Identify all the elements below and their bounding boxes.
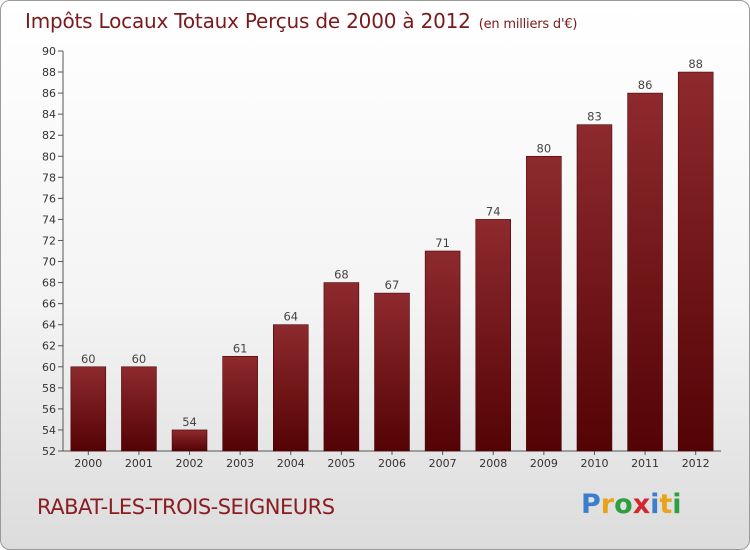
x-tick-label: 2002 xyxy=(176,457,204,470)
bar xyxy=(222,355,258,452)
data-label: 88 xyxy=(688,57,703,71)
x-tick-label: 2001 xyxy=(125,457,153,470)
chart-unit: (en milliers d'€) xyxy=(478,17,578,32)
bar xyxy=(424,250,461,452)
data-label: 60 xyxy=(81,352,96,366)
logo-letter: i xyxy=(672,489,682,520)
bar xyxy=(273,324,309,452)
logo-letter: t xyxy=(659,489,673,520)
y-tick-label: 68 xyxy=(42,277,56,290)
logo-letter: i xyxy=(650,489,660,520)
bar-layer xyxy=(70,71,714,452)
bar xyxy=(70,366,107,452)
data-label: 74 xyxy=(486,204,501,218)
bar xyxy=(171,429,208,452)
bar xyxy=(374,292,410,452)
logo-letter: r xyxy=(600,489,615,520)
logo-letter: x xyxy=(632,489,651,520)
y-tick-label: 52 xyxy=(42,445,56,458)
bar-chart: 52 54 56 58 60 62 64 66 68 70 72 74 76 78 80 82 84 86 88 90… xyxy=(42,45,721,470)
y-tick-label: 66 xyxy=(42,298,56,311)
x-tick-label: 2008 xyxy=(479,457,507,470)
y-tick-label: 60 xyxy=(42,361,56,374)
y-tick-label: 84 xyxy=(42,108,56,121)
data-label: 83 xyxy=(587,110,602,124)
data-label: 86 xyxy=(638,78,653,92)
y-tick-label: 56 xyxy=(42,403,56,416)
y-tick-label: 80 xyxy=(42,150,56,163)
y-tick-label: 74 xyxy=(42,213,56,226)
logo-letter: o xyxy=(614,489,633,520)
data-label: 71 xyxy=(435,236,450,250)
y-tick-label: 72 xyxy=(42,234,56,247)
bar xyxy=(627,92,663,452)
x-tick-label: 2000 xyxy=(74,457,102,470)
x-tick-label: 2004 xyxy=(277,457,305,470)
x-tick-label: 2010 xyxy=(580,457,608,470)
x-tick-label: 2006 xyxy=(378,457,406,470)
bar xyxy=(121,366,157,452)
x-tick-label: 2012 xyxy=(682,457,710,470)
y-tick-label: 62 xyxy=(42,340,56,353)
data-label: 60 xyxy=(132,352,147,366)
chart-title: Impôts Locaux Totaux Perçus de 2000 à 20… xyxy=(25,9,577,33)
data-label: 54 xyxy=(182,415,197,429)
data-label: 64 xyxy=(283,310,298,324)
commune-name: RABAT-LES-TROIS-SEIGNEURS xyxy=(37,495,335,519)
data-label: 68 xyxy=(334,268,349,282)
data-label: 67 xyxy=(385,278,400,292)
y-tick-label: 78 xyxy=(42,171,56,184)
chart-title-text: Impôts Locaux Totaux Perçus de 2000 à 20… xyxy=(25,9,471,33)
data-label: 61 xyxy=(233,341,248,355)
x-tick-label: 2005 xyxy=(327,457,355,470)
x-tick-label: 2003 xyxy=(226,457,254,470)
data-label: 80 xyxy=(537,141,552,155)
y-tick-label: 64 xyxy=(42,319,56,332)
y-tick-label: 82 xyxy=(42,129,56,142)
bar xyxy=(677,71,714,452)
label-layer: 60 60 54 61 64 68 67 71 74 80 83 86 88 xyxy=(81,57,703,429)
logo-letter: P xyxy=(581,489,601,520)
y-tick-label: 76 xyxy=(42,192,56,205)
x-tick-label: 2009 xyxy=(530,457,558,470)
y-tick-label: 58 xyxy=(42,382,56,395)
bar xyxy=(576,124,613,452)
bar xyxy=(526,155,562,452)
bar xyxy=(475,219,511,452)
x-tick-label: 2011 xyxy=(631,457,659,470)
axis-layer: 52 54 56 58 60 62 64 66 68 70 72 74 76 78 80 82 84 86 88 90… xyxy=(42,45,721,470)
proxiti-logo[interactable]: Proxiti xyxy=(581,489,682,520)
y-tick-label: 70 xyxy=(42,256,56,269)
y-tick-label: 88 xyxy=(42,66,56,79)
y-tick-label: 90 xyxy=(42,45,56,58)
bar xyxy=(323,282,360,452)
y-tick-label: 86 xyxy=(42,87,56,100)
y-tick-label: 54 xyxy=(42,424,56,437)
x-tick-label: 2007 xyxy=(429,457,457,470)
